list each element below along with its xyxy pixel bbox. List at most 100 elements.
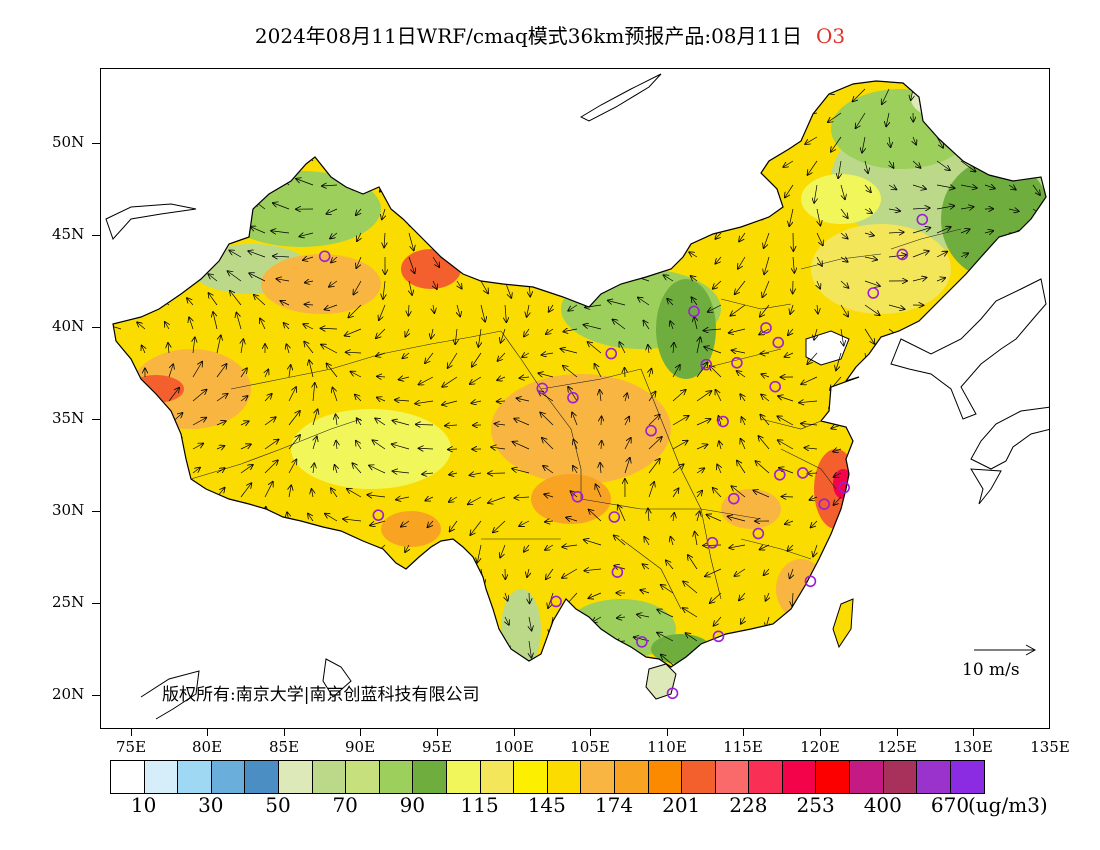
wind-vector xyxy=(936,609,953,618)
wind-vector xyxy=(305,304,314,305)
wind-vector xyxy=(544,494,554,497)
wind-vector xyxy=(816,232,823,245)
wind-vector xyxy=(344,713,361,715)
wind-vector xyxy=(114,125,122,138)
wind-vector xyxy=(512,469,530,474)
wind-vector xyxy=(127,257,146,258)
station-marker[interactable] xyxy=(567,391,579,404)
station-marker[interactable] xyxy=(611,566,624,578)
station-marker[interactable] xyxy=(700,358,713,371)
wind-vector xyxy=(960,448,961,458)
station-marker[interactable] xyxy=(318,250,331,263)
wind-vector xyxy=(648,509,649,522)
station-marker[interactable] xyxy=(706,536,719,549)
wind-vector xyxy=(760,304,770,317)
wind-vector xyxy=(793,640,794,659)
wind-vector xyxy=(912,472,913,489)
station-marker[interactable] xyxy=(796,467,809,479)
wind-vector xyxy=(856,112,866,128)
lat-label-50n: 50N xyxy=(52,133,85,151)
wind-vector xyxy=(408,616,414,631)
wind-vector xyxy=(130,641,146,642)
wind-vector xyxy=(759,106,770,114)
wind-vector xyxy=(216,102,230,114)
wind-vector xyxy=(1033,713,1036,726)
wind-vector xyxy=(960,611,974,618)
station-marker[interactable] xyxy=(818,498,831,510)
wind-vector xyxy=(707,515,722,522)
wind-vector xyxy=(442,400,458,405)
wind-vector xyxy=(1008,593,1017,594)
station-marker[interactable] xyxy=(717,415,729,428)
wind-vector xyxy=(216,421,226,425)
wind-vector xyxy=(704,329,722,331)
wind-vector xyxy=(648,104,655,114)
station-marker[interactable] xyxy=(769,380,781,393)
wind-vector xyxy=(425,160,434,174)
station-marker[interactable] xyxy=(773,468,786,481)
wind-vector xyxy=(853,88,866,101)
wind-vector xyxy=(864,617,873,619)
wind-vector xyxy=(252,636,266,642)
wind-vector xyxy=(729,328,746,333)
wind-vector xyxy=(984,400,985,411)
station-marker[interactable] xyxy=(752,527,765,540)
wind-vector xyxy=(540,413,554,426)
wind-vector xyxy=(309,360,314,378)
wind-vector xyxy=(714,665,722,667)
station-marker[interactable] xyxy=(712,630,725,643)
wind-vector xyxy=(192,105,201,114)
wind-vector xyxy=(731,304,746,316)
station-marker[interactable] xyxy=(688,305,700,318)
station-marker[interactable] xyxy=(571,491,584,503)
station-marker[interactable] xyxy=(728,492,740,505)
station-marker[interactable] xyxy=(731,356,743,369)
station-marker[interactable] xyxy=(666,687,679,700)
wind-vector xyxy=(1008,304,1025,310)
wind-vector xyxy=(353,185,362,190)
wind-vector xyxy=(529,640,531,658)
ozone-forecast-map[interactable] xyxy=(100,68,1050,729)
color-legend xyxy=(110,760,986,794)
legend-swatch xyxy=(413,761,447,793)
station-marker[interactable] xyxy=(536,382,549,395)
wind-vector xyxy=(524,328,530,336)
wind-vector xyxy=(687,197,698,210)
station-marker[interactable] xyxy=(916,213,929,226)
station-marker[interactable] xyxy=(772,336,785,349)
station-marker[interactable] xyxy=(645,424,657,437)
station-marker[interactable] xyxy=(550,595,562,608)
station-marker[interactable] xyxy=(372,509,385,521)
wind-vector xyxy=(738,256,746,269)
wind-vector xyxy=(584,325,602,330)
station-marker[interactable] xyxy=(896,248,909,261)
wind-vector xyxy=(185,253,194,257)
wind-vector xyxy=(504,664,509,667)
lat-label-25n: 25N xyxy=(52,593,85,611)
wind-vector xyxy=(549,640,554,658)
wind-vector xyxy=(643,321,650,330)
wind-vector xyxy=(119,97,121,114)
wind-vector xyxy=(841,689,844,697)
wind-vector xyxy=(644,537,649,546)
wind-vector xyxy=(984,231,993,233)
station-marker[interactable] xyxy=(608,511,621,523)
station-marker[interactable] xyxy=(867,287,880,299)
wind-vector xyxy=(687,226,698,234)
wind-vector xyxy=(777,416,794,426)
station-marker[interactable] xyxy=(760,322,772,334)
station-marker[interactable] xyxy=(636,636,648,648)
wind-vector xyxy=(841,544,843,562)
wind-vector xyxy=(736,81,746,90)
wind-vector xyxy=(259,563,266,570)
wind-vector xyxy=(666,171,674,186)
wind-vector xyxy=(217,144,219,162)
wind-vector xyxy=(376,353,386,356)
station-marker[interactable] xyxy=(605,347,618,360)
station-marker[interactable] xyxy=(804,575,817,588)
station-marker[interactable] xyxy=(838,481,850,494)
wind-vector xyxy=(181,634,194,642)
wind-vector xyxy=(504,256,512,271)
wind-vector xyxy=(936,304,945,305)
wind-vector xyxy=(343,519,362,521)
